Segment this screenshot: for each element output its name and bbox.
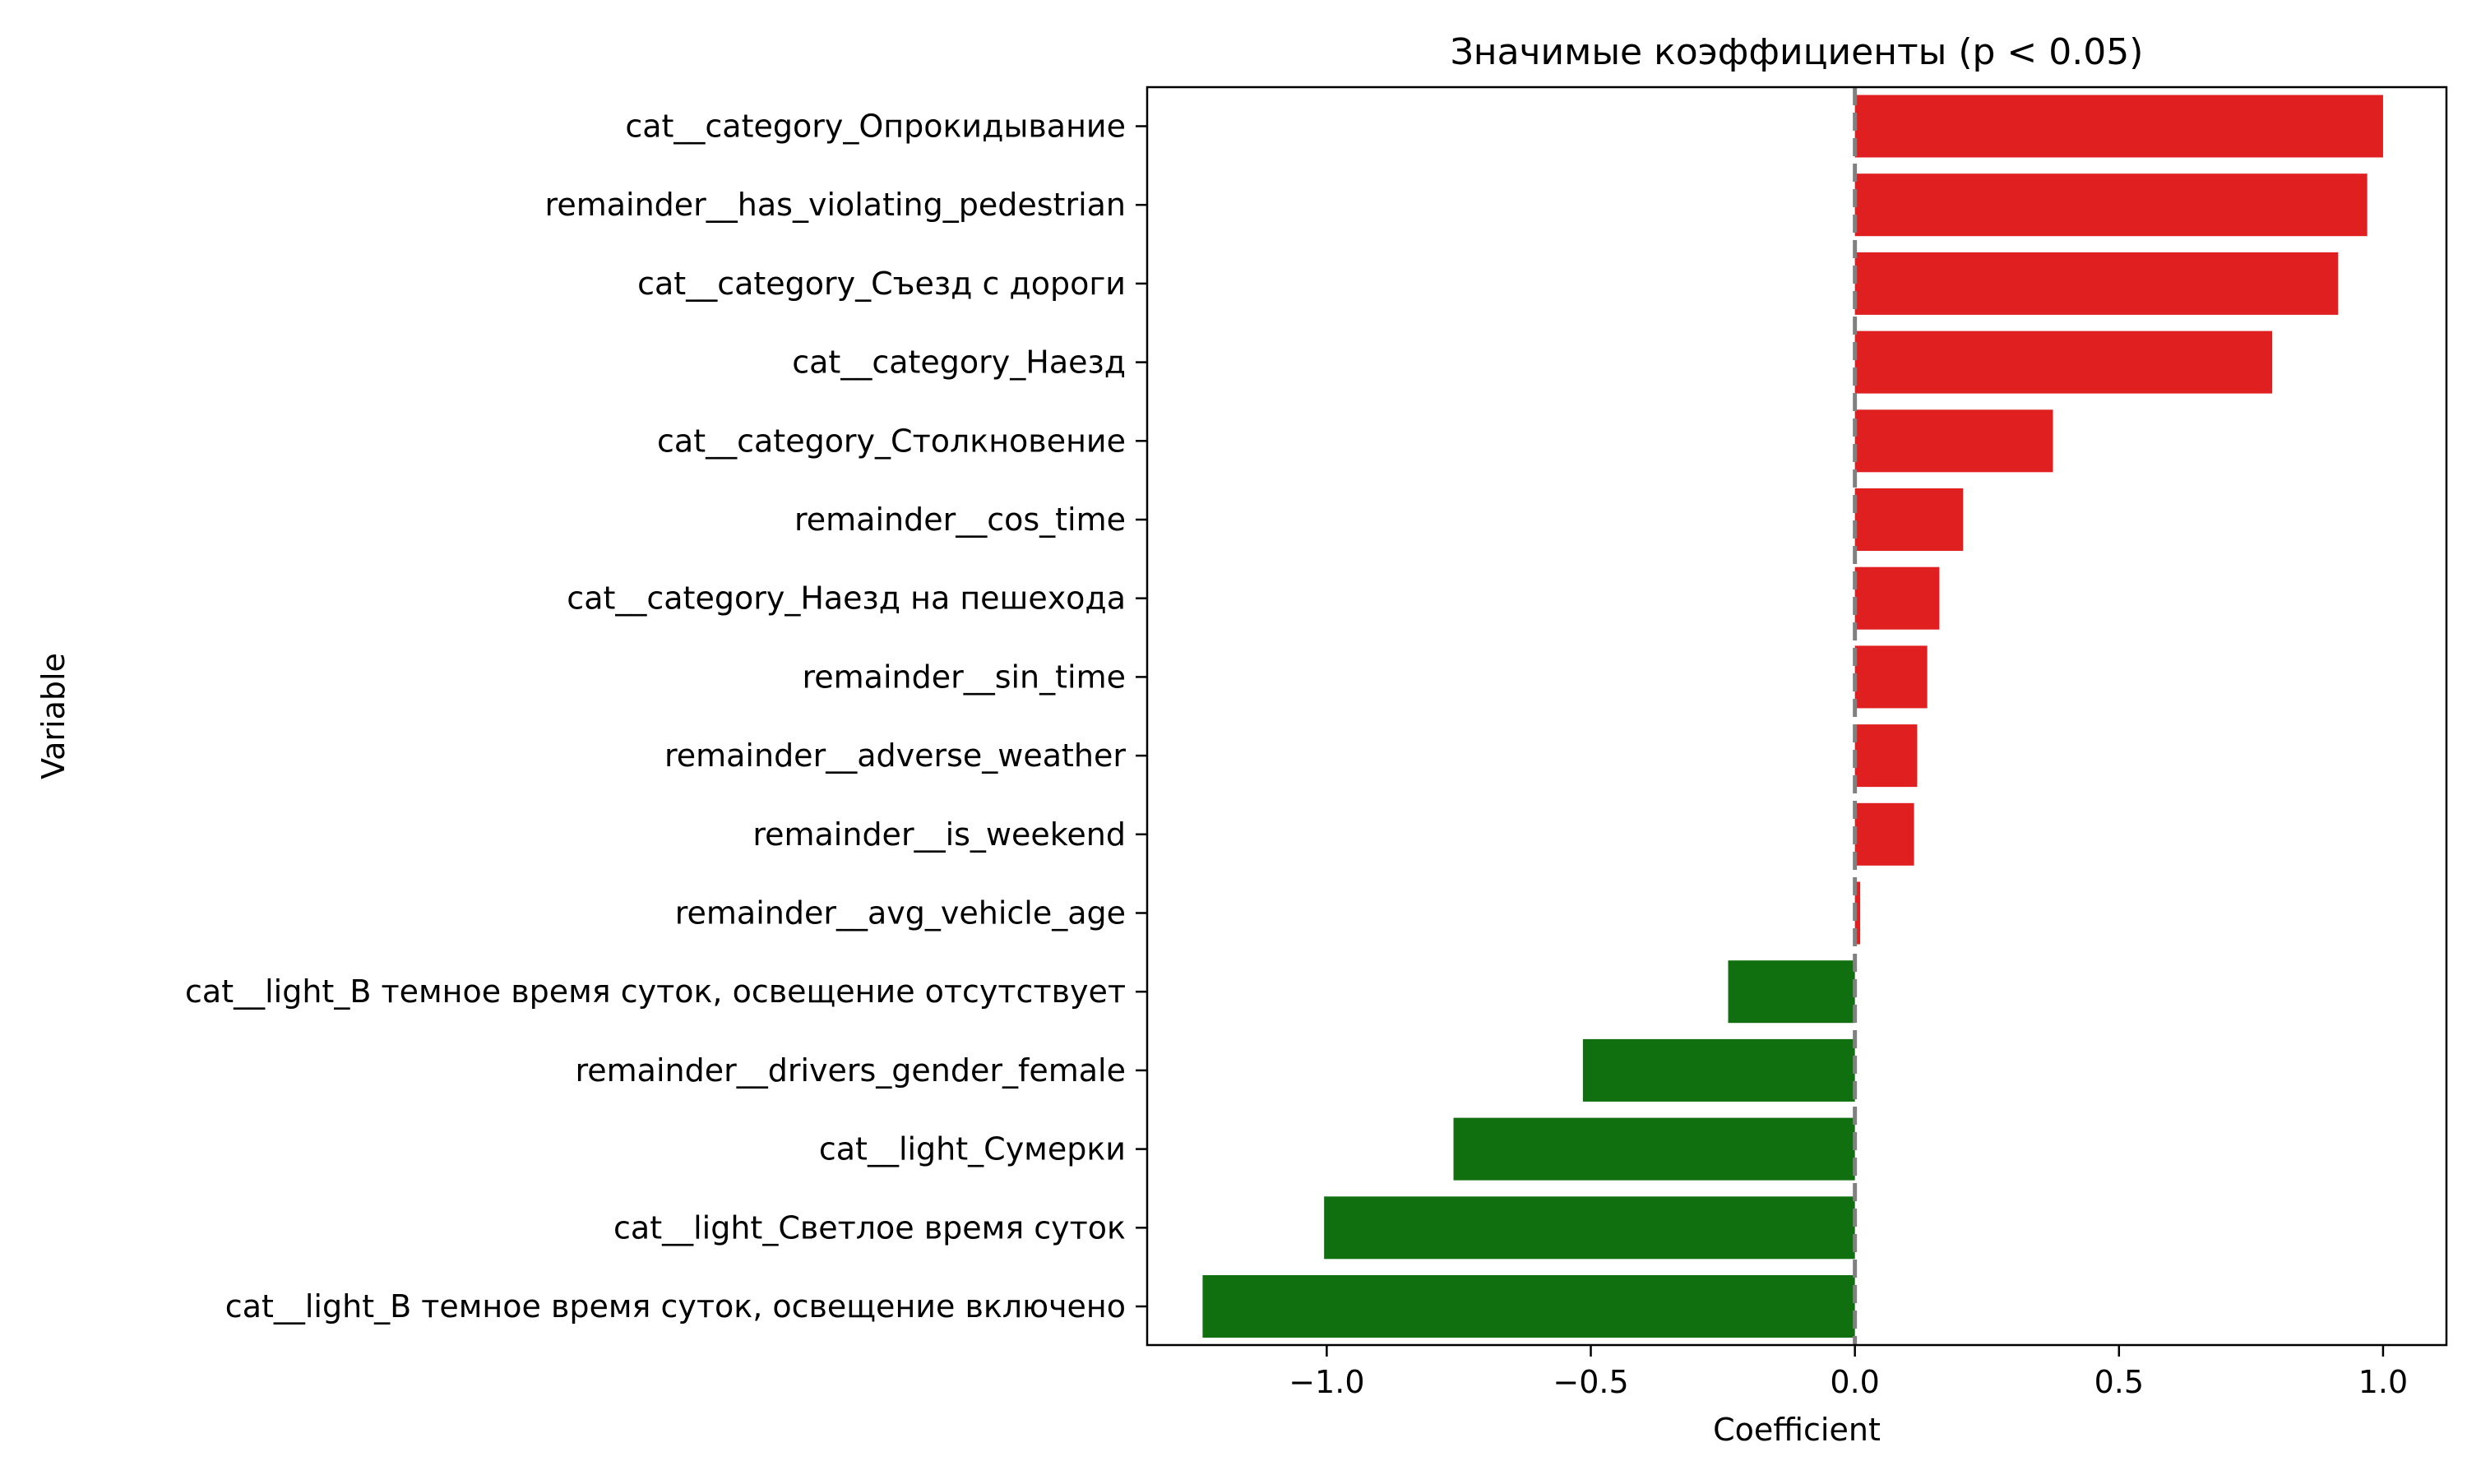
x-tick-label-4: 1.0 bbox=[2358, 1364, 2408, 1400]
bar-2 bbox=[1854, 252, 2339, 315]
y-tick-label-4: cat__category_Столкновение bbox=[657, 423, 1126, 459]
y-tick-label-13: cat__light_Сумерки bbox=[819, 1131, 1126, 1167]
bar-3 bbox=[1854, 331, 2273, 394]
bar-8 bbox=[1854, 724, 1918, 788]
bar-14 bbox=[1324, 1196, 1855, 1260]
bar-7 bbox=[1854, 645, 1928, 709]
x-axis-ticks: −1.0 −0.5 0.0 0.5 1.0 bbox=[1289, 1345, 2408, 1400]
y-tick-label-11: cat__light_В темное время суток, освещен… bbox=[185, 973, 1126, 1010]
y-tick-label-6: cat__category_Наезд на пешехода bbox=[567, 580, 1126, 617]
bar-1 bbox=[1854, 173, 2367, 237]
bar-12 bbox=[1582, 1038, 1855, 1102]
bar-11 bbox=[1728, 960, 1855, 1024]
bar-4 bbox=[1854, 409, 2053, 473]
bar-5 bbox=[1854, 488, 1964, 551]
y-tick-label-0: cat__category_Опрокидывание bbox=[625, 109, 1126, 145]
y-axis-label: Variable bbox=[35, 653, 72, 779]
y-tick-label-5: remainder__cos_time bbox=[794, 502, 1126, 538]
y-tick-label-8: remainder__adverse_weather bbox=[664, 737, 1126, 774]
chart-title: Значимые коэффициенты (p < 0.05) bbox=[1451, 31, 2144, 73]
y-tick-label-15: cat__light_В темное время суток, освещен… bbox=[225, 1288, 1126, 1325]
bars-layer bbox=[1202, 95, 2383, 1338]
x-tick-label-0: −1.0 bbox=[1289, 1364, 1364, 1400]
bar-6 bbox=[1854, 566, 1940, 630]
x-tick-label-2: 0.0 bbox=[1830, 1364, 1879, 1400]
x-tick-label-1: −0.5 bbox=[1553, 1364, 1628, 1400]
y-tick-label-2: cat__category_Съезд с дороги bbox=[637, 266, 1126, 302]
x-tick-label-3: 0.5 bbox=[2094, 1364, 2144, 1400]
bar-9 bbox=[1854, 802, 1914, 866]
y-tick-label-14: cat__light_Светлое время суток bbox=[613, 1209, 1126, 1246]
bar-10 bbox=[1854, 881, 1861, 945]
y-tick-label-9: remainder__is_weekend bbox=[752, 816, 1126, 853]
y-tick-label-1: remainder__has_violating_pedestrian bbox=[545, 187, 1126, 223]
bar-0 bbox=[1854, 95, 2383, 158]
bar-13 bbox=[1453, 1117, 1855, 1181]
y-tick-label-10: remainder__avg_vehicle_age bbox=[675, 895, 1126, 932]
x-axis-label: Coefficient bbox=[1713, 1412, 1881, 1448]
plot-frame bbox=[1146, 86, 2448, 1347]
y-tick-label-7: remainder__sin_time bbox=[802, 659, 1126, 695]
bar-15 bbox=[1202, 1275, 1855, 1338]
y-axis-ticks: cat__category_Опрокидывание remainder__ha… bbox=[185, 109, 1147, 1325]
y-tick-label-3: cat__category_Наезд bbox=[792, 344, 1126, 381]
y-tick-label-12: remainder__drivers_gender_female bbox=[575, 1052, 1126, 1089]
